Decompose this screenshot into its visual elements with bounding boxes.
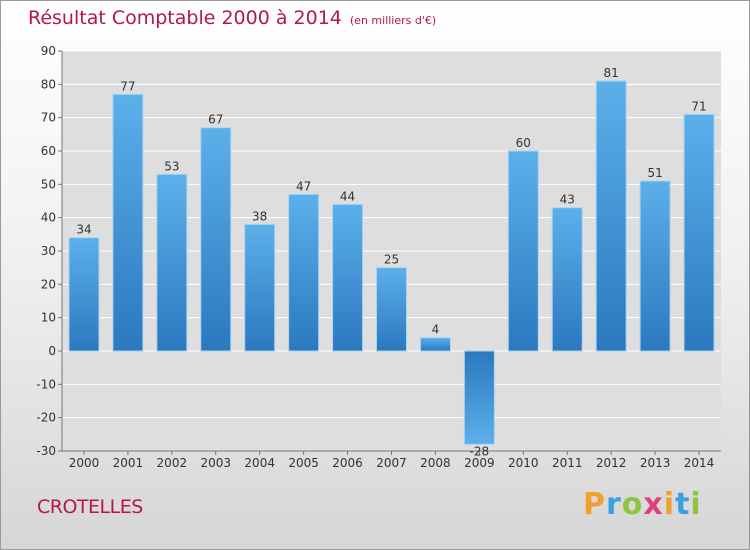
bar-2012	[595, 80, 627, 352]
bar-2014	[683, 113, 715, 352]
y-tick-label: 60	[41, 144, 56, 158]
bar-2007	[376, 267, 407, 352]
logo-letter: i	[663, 487, 676, 522]
x-tick-label-2011: 2011	[552, 456, 583, 470]
value-label-2008: 4	[432, 323, 440, 337]
x-tick-label-2000: 2000	[69, 456, 100, 470]
bar-2003	[200, 127, 232, 352]
value-label-2000: 34	[76, 223, 91, 237]
x-tick-label-2007: 2007	[376, 456, 407, 470]
value-label-2003: 67	[208, 113, 223, 127]
x-tick-label-2003: 2003	[200, 456, 231, 470]
bar-2002	[156, 173, 188, 352]
bar-2005	[288, 193, 320, 352]
x-tick-label-2008: 2008	[420, 456, 451, 470]
y-tick-label: -20	[36, 411, 56, 425]
bar-2004	[244, 223, 276, 352]
bar-2000	[68, 237, 100, 352]
logo-letter: t	[675, 487, 691, 522]
value-label-2007: 25	[384, 253, 399, 267]
logo-letter: P	[583, 487, 606, 522]
x-tick-label-2002: 2002	[157, 456, 188, 470]
bars	[68, 80, 715, 445]
value-label-2004: 38	[252, 209, 267, 223]
bar-2013	[639, 180, 671, 352]
y-tick-label: 90	[41, 44, 56, 58]
y-tick-label: 50	[41, 177, 56, 191]
value-label-2002: 53	[164, 159, 179, 173]
value-label-2012: 81	[604, 66, 619, 80]
bar-2006	[332, 203, 364, 352]
y-tick-label: 70	[41, 111, 56, 125]
y-tick-label: 40	[41, 211, 56, 225]
x-tick-label-2012: 2012	[596, 456, 627, 470]
x-tick-label-2009: 2009	[464, 456, 495, 470]
logo-letter: r	[606, 487, 622, 522]
commune-name: CROTELLES	[37, 496, 143, 518]
x-tick-label-2006: 2006	[332, 456, 363, 470]
chart-title: Résultat Comptable 2000 à 2014	[28, 7, 342, 29]
x-tick-label-2004: 2004	[244, 456, 275, 470]
x-tick-label-2010: 2010	[508, 456, 539, 470]
x-tick-label-2001: 2001	[113, 456, 144, 470]
logo-letter: i	[690, 487, 702, 522]
y-tick-label: 0	[48, 344, 56, 358]
y-tick-label: 20	[41, 277, 56, 291]
value-label-2006: 44	[340, 189, 355, 203]
value-label-2005: 47	[296, 179, 311, 193]
value-label-2010: 60	[516, 136, 531, 150]
value-label-2014: 71	[691, 99, 706, 113]
bar-2001	[112, 93, 144, 352]
x-tick-label-2013: 2013	[640, 456, 671, 470]
bar-2008	[419, 337, 451, 352]
value-label-2013: 51	[647, 166, 662, 180]
proxiti-logo: Proxiti	[583, 487, 702, 522]
value-label-2009: -28	[470, 444, 490, 458]
y-tick-label: 10	[41, 311, 56, 325]
bar-2009	[463, 350, 495, 445]
chart-subtitle: (en milliers d'€)	[349, 14, 437, 27]
logo-letter: x	[643, 487, 664, 522]
x-tick-label-2005: 2005	[288, 456, 319, 470]
value-labels: 34 77 53 67 38 47 44 25 4 -28 60 43 81 51 71	[76, 66, 706, 458]
y-tick-label: 80	[41, 77, 56, 91]
value-label-2011: 43	[560, 193, 575, 207]
title-row: Résultat Comptable 2000 à 2014 (en millie…	[28, 7, 436, 29]
x-tick-label-2014: 2014	[684, 456, 715, 470]
logo-letter: o	[621, 487, 644, 522]
bar-2011	[551, 207, 583, 352]
bar-2010	[507, 150, 539, 352]
y-tick-label: -10	[36, 377, 56, 391]
y-tick-label: -30	[36, 444, 56, 458]
value-label-2001: 77	[120, 79, 135, 93]
axes: -30 -20 -10 0 10 20 30 40 50 60 70 80 90 2000 2001 2002…	[36, 44, 721, 470]
y-tick-label: 30	[41, 244, 56, 258]
